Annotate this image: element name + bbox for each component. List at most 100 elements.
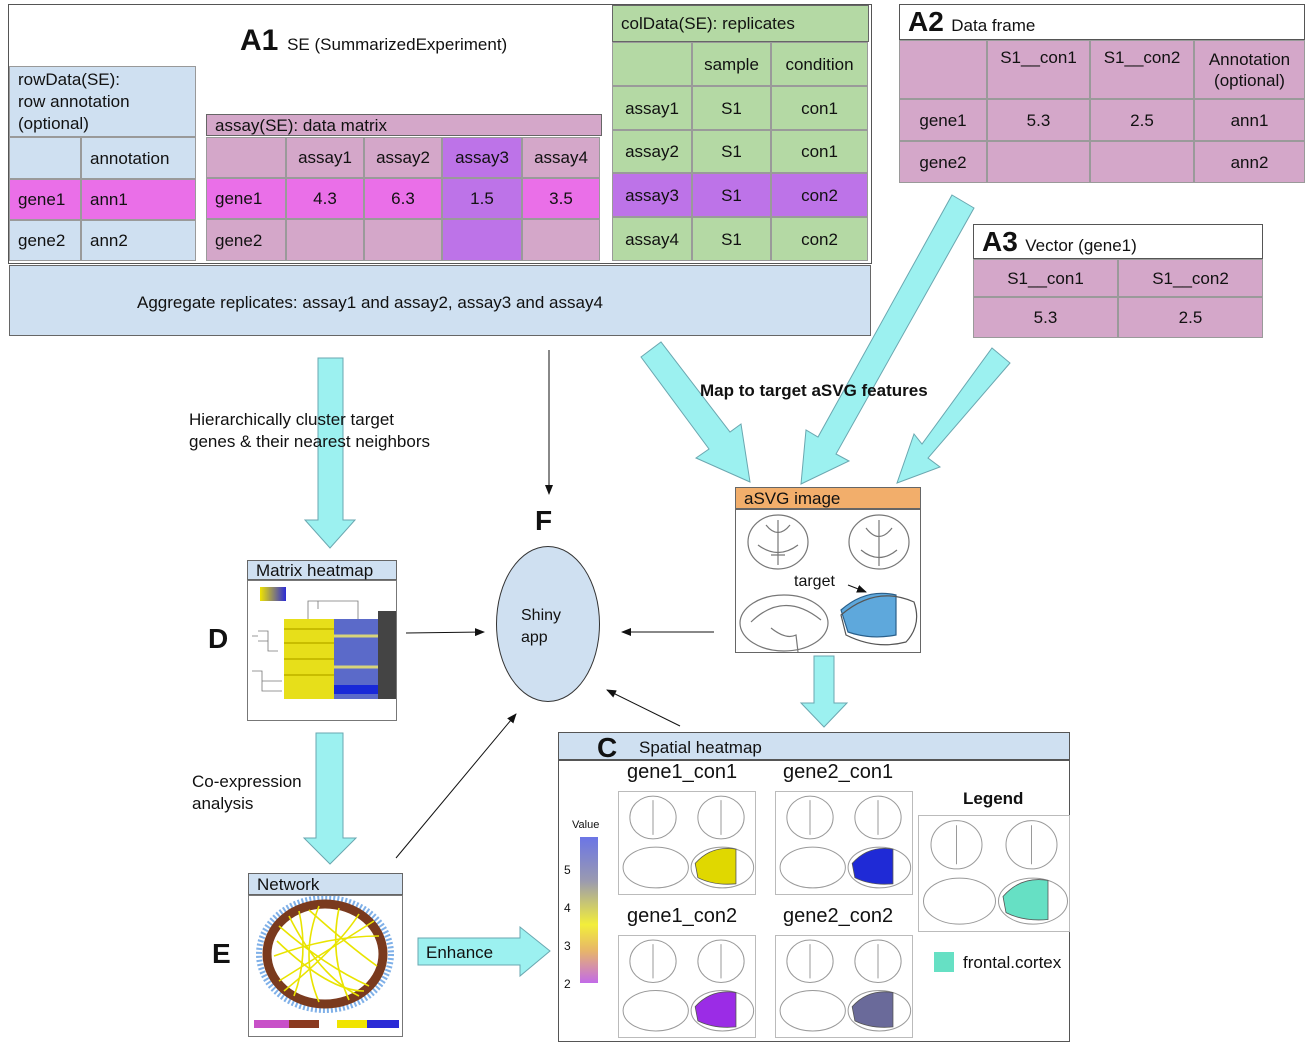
cluster-text-1: Hierarchically cluster target: [189, 410, 395, 429]
legend-title: Legend: [963, 789, 1024, 808]
brain-thumb-4: [779, 939, 912, 1032]
line-network-to-shiny: [395, 713, 517, 859]
coldata-title: colData(SE): replicates: [612, 5, 869, 42]
assay-gene1-a4: 3.5: [522, 178, 600, 219]
network-title: Network: [248, 873, 403, 895]
arrow-asvg-to-spatial: [799, 655, 849, 728]
value-tick-5: 5: [564, 863, 571, 877]
coldata-row4-assay: assay4: [612, 217, 692, 261]
coldata-row1-assay: assay1: [612, 86, 692, 130]
heatmap-title: Matrix heatmap: [247, 560, 397, 580]
cluster-text-2: genes & their nearest neighbors: [189, 432, 430, 451]
panel-gene2-con1: [775, 791, 913, 895]
asvg-target-label: target: [794, 573, 835, 590]
a2-gene1-ann: ann1: [1194, 99, 1305, 141]
line-spatial-to-shiny: [606, 689, 681, 727]
spatial-title-bar: C Spatial heatmap: [558, 732, 1070, 763]
coldata-row3-condition: con2: [771, 173, 868, 217]
a3-title-bar: A3 Vector (gene1): [973, 224, 1263, 259]
assay-gene1-a3: 1.5: [442, 178, 522, 219]
assay-header-assay3: assay3: [442, 137, 522, 178]
assay-gene1-a2: 6.3: [364, 178, 442, 219]
heatmap-graphic: [252, 587, 396, 699]
assay-header-assay2: assay2: [364, 137, 442, 178]
a2-gene2: gene2: [899, 141, 987, 183]
heatmap-panel: [247, 580, 397, 721]
coldata-header-blank: [612, 42, 692, 86]
rowdata-gene2-ann: ann2: [81, 220, 196, 261]
enhance-label: Enhance: [426, 943, 494, 962]
rowdata-header-annotation: annotation: [81, 137, 196, 179]
value-tick-3: 3: [564, 939, 571, 953]
panel-label-gene2-con1: gene2_con1: [783, 761, 894, 783]
panel-gene2-con2: [775, 935, 913, 1038]
coexp-text-1: Co-expression: [192, 772, 302, 791]
coldata-header-condition: condition: [771, 42, 868, 86]
se-container: [8, 4, 872, 264]
a2-header-blank: [899, 40, 987, 99]
a2-title: Data frame: [951, 16, 1036, 35]
f-letter: F: [535, 505, 553, 536]
assay-gene2-a2: [364, 219, 442, 261]
assay-gene2-a1: [286, 219, 364, 261]
aggregate-text: Aggregate replicates: assay1 and assay2,…: [137, 293, 603, 312]
value-label: Value: [572, 819, 600, 831]
a3-header-con2: S1__con2: [1118, 259, 1263, 297]
spatial-title: Spatial heatmap: [639, 738, 762, 757]
a1-title: SE (SummarizedExperiment): [287, 35, 508, 54]
aggregate-box: Aggregate replicates: assay1 and assay2,…: [9, 265, 871, 336]
c-letter: C: [597, 732, 618, 763]
assay-gene1-a1: 4.3: [286, 178, 364, 219]
arrow-heatmap-to-network: [302, 732, 358, 865]
assay-gene2: gene2: [206, 219, 286, 261]
a2-gene1: gene1: [899, 99, 987, 141]
assay-header-assay1: assay1: [286, 137, 364, 178]
e-letter: E: [212, 938, 231, 969]
shiny-app-node: Shiny app: [496, 546, 600, 702]
rowdata-header-blank: [9, 137, 81, 179]
asvg-title: aSVG image: [735, 487, 921, 509]
line-heatmap-to-shiny: [405, 628, 485, 637]
a3-title: Vector (gene1): [1025, 236, 1137, 255]
coldata-row2-sample: S1: [692, 130, 771, 173]
assay-title: assay(SE): data matrix: [206, 114, 602, 136]
coexp-text-2: analysis: [192, 794, 254, 813]
arrow-aggregate-to-asvg: [640, 341, 751, 483]
legend-panel: [918, 815, 1070, 932]
rowdata-gene1: gene1: [9, 179, 81, 220]
panel-label-gene1-con2: gene1_con2: [627, 905, 738, 927]
assay-gene2-a4: [522, 219, 600, 261]
map-text: Map to target aSVG features: [700, 381, 928, 400]
coldata-row2-assay: assay2: [612, 130, 692, 173]
a3-value-con1: 5.3: [973, 297, 1118, 338]
arrow-aggregate-to-heatmap: [303, 357, 357, 549]
coldata-row3-sample: S1: [692, 173, 771, 217]
rowdata-title: rowData(SE): row annotation (optional): [9, 66, 196, 137]
a1-letter: A1: [240, 24, 279, 57]
assay-header-blank: [206, 137, 286, 178]
a1-heading: A1 SE (SummarizedExperiment): [240, 26, 508, 56]
panel-label-gene2-con2: gene2_con2: [783, 905, 894, 927]
shiny-label-1: Shiny: [521, 607, 562, 624]
a2-gene2-con1: [987, 141, 1090, 183]
panel-label-gene1-con1: gene1_con1: [627, 761, 738, 783]
a2-header-annotation: Annotation (optional): [1194, 40, 1305, 99]
legend-brain-thumb: [923, 820, 1068, 925]
a2-header-con2: S1__con2: [1090, 40, 1194, 99]
value-colorbar: [580, 837, 598, 983]
network-panel: [248, 895, 403, 1037]
shiny-label-2: app: [521, 629, 548, 646]
coldata-row4-sample: S1: [692, 217, 771, 261]
assay-gene1: gene1: [206, 178, 286, 219]
arrow-enhance: [417, 925, 551, 978]
asvg-image-panel: target: [735, 509, 921, 653]
legend-swatch: [934, 952, 954, 972]
a3-letter: A3: [982, 226, 1018, 257]
d-letter: D: [208, 623, 229, 654]
rowdata-gene2: gene2: [9, 220, 81, 261]
rowdata-gene1-ann: ann1: [81, 179, 196, 220]
a2-header-con1: S1__con1: [987, 40, 1090, 99]
value-tick-2: 2: [564, 977, 571, 991]
coldata-row1-sample: S1: [692, 86, 771, 130]
